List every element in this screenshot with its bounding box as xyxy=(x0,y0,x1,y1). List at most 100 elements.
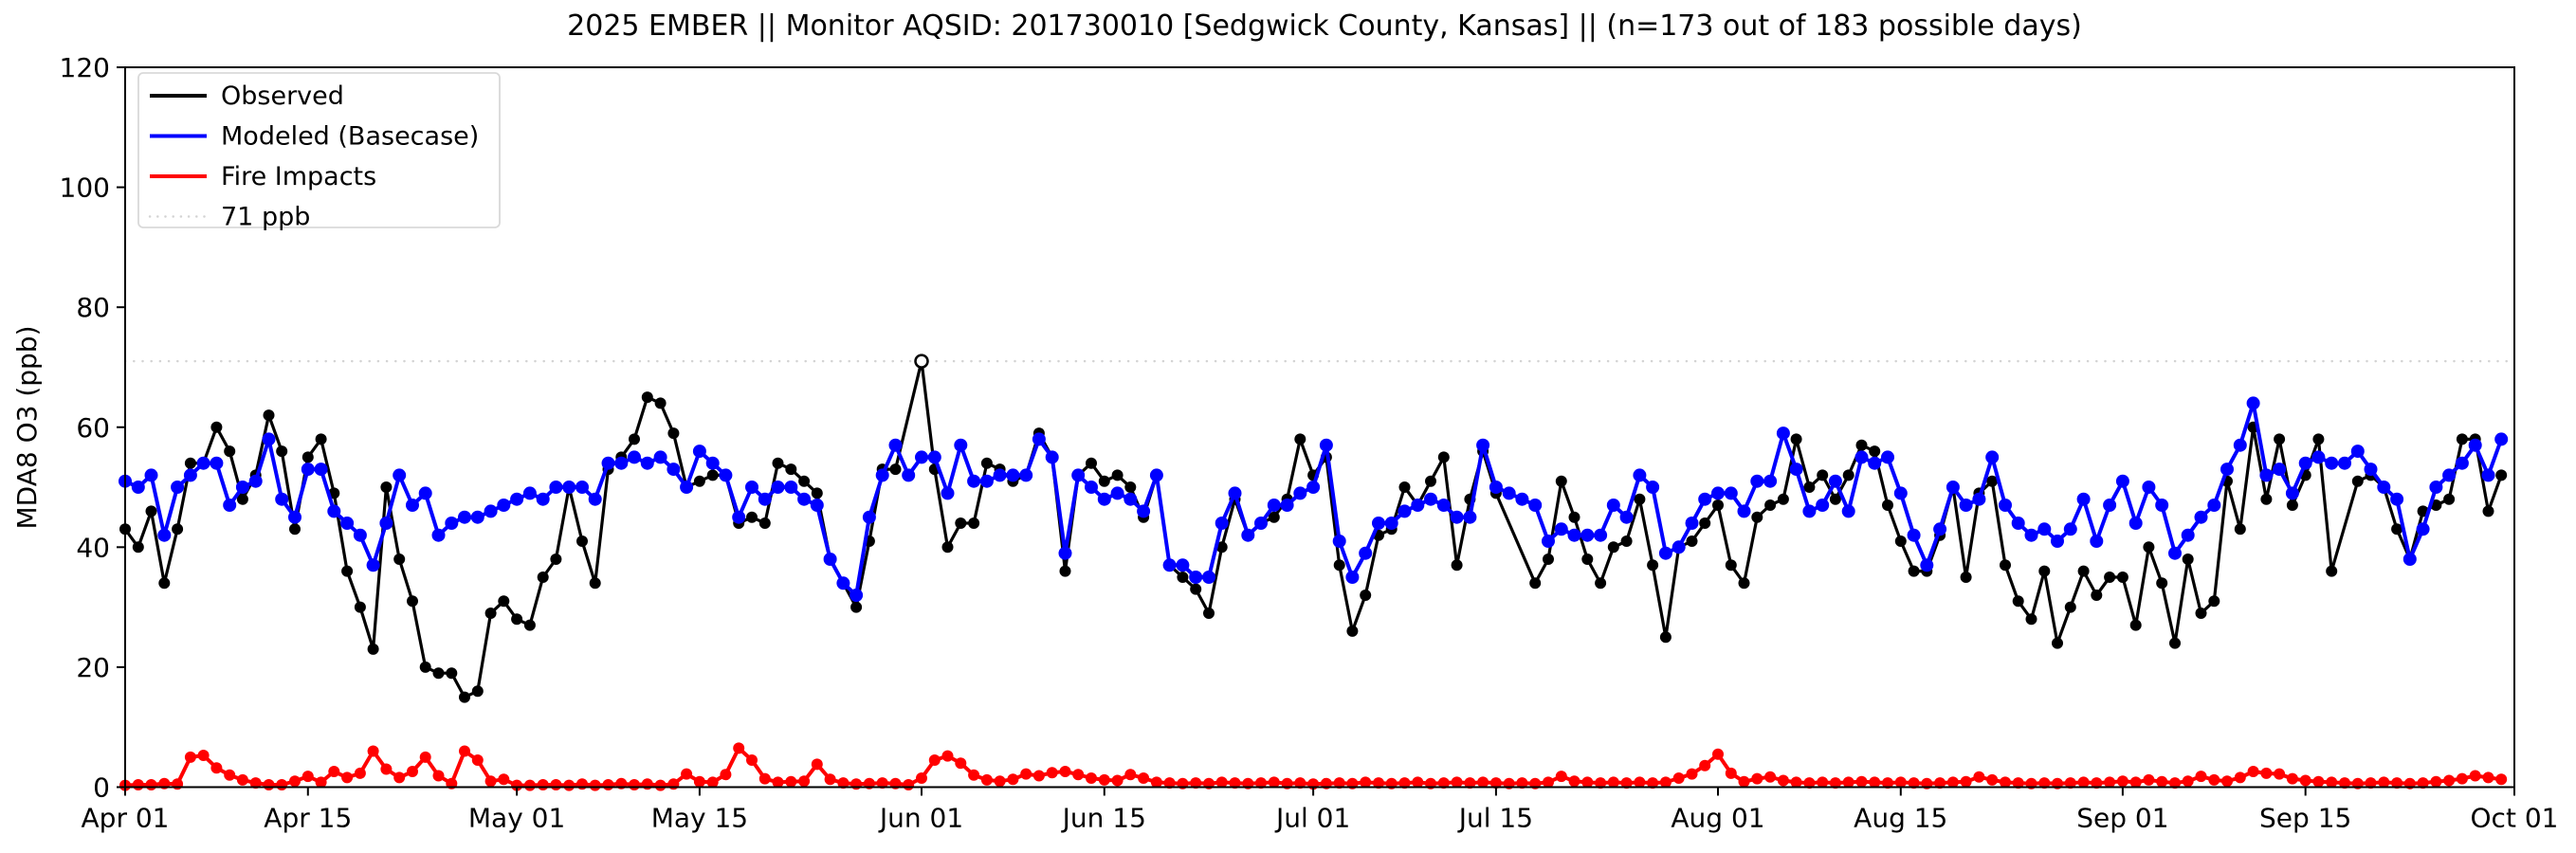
modeled-basecase-marker xyxy=(275,492,289,506)
modeled-basecase-marker xyxy=(993,468,1007,482)
fire-impacts-marker xyxy=(1829,777,1841,789)
fire-impacts-marker xyxy=(315,776,327,789)
x-tick-label: Aug 01 xyxy=(1671,803,1764,834)
observed-marker xyxy=(1203,608,1215,619)
modeled-basecase-marker xyxy=(2128,517,2143,530)
modeled-basecase-marker xyxy=(1293,486,1307,500)
modeled-basecase-marker xyxy=(1724,486,1738,500)
fire-impacts-marker xyxy=(2234,771,2246,784)
y-tick-label: 60 xyxy=(76,412,110,444)
modeled-basecase-marker xyxy=(1816,499,1830,512)
observed-marker xyxy=(850,601,863,613)
fire-impacts-marker xyxy=(1934,777,1946,789)
observed-marker xyxy=(629,433,640,445)
observed-marker xyxy=(2260,493,2273,505)
fire-impacts-marker xyxy=(720,769,732,781)
observed-marker xyxy=(1620,535,1633,547)
fire-impacts-marker xyxy=(1634,776,1646,789)
modeled-basecase-marker xyxy=(2246,396,2260,410)
modeled-basecase-marker xyxy=(470,510,484,524)
y-tick-label: 120 xyxy=(60,52,110,83)
fire-impacts-marker xyxy=(2182,775,2194,788)
modeled-basecase-marker xyxy=(732,510,746,524)
modeled-basecase-marker xyxy=(144,468,158,482)
modeled-basecase-marker xyxy=(248,474,263,488)
modeled-basecase-marker xyxy=(2076,492,2091,506)
modeled-basecase-marker xyxy=(2011,517,2025,530)
fire-impacts-marker xyxy=(550,779,562,790)
observed-marker xyxy=(1751,511,1763,523)
fire-impacts-marker xyxy=(1686,768,1698,780)
fire-impacts-marker xyxy=(1946,776,1959,789)
fire-impacts-marker xyxy=(1894,776,1907,789)
fire-impacts-marker xyxy=(1764,771,1777,783)
fire-impacts-marker xyxy=(1451,776,1463,789)
fire-impacts-marker xyxy=(1817,776,1829,789)
fire-impacts-marker xyxy=(1138,772,1150,784)
observed-marker xyxy=(511,613,523,626)
modeled-basecase-marker xyxy=(497,499,511,512)
observed-marker xyxy=(1425,475,1436,487)
modeled-basecase-marker xyxy=(2442,468,2457,482)
modeled-basecase-marker xyxy=(1658,546,1672,560)
modeled-basecase-marker xyxy=(2429,481,2443,494)
modeled-basecase-marker xyxy=(1737,504,1751,518)
modeled-basecase-marker xyxy=(340,517,355,530)
observed-marker xyxy=(1190,583,1202,595)
fire-impacts-marker xyxy=(746,754,758,766)
x-tick-label: May 15 xyxy=(651,803,748,834)
observed-marker xyxy=(1738,577,1750,590)
modeled-basecase-marker xyxy=(1332,535,1346,548)
observed-marker xyxy=(1294,433,1306,445)
observed-marker xyxy=(301,451,314,463)
modeled-basecase-marker xyxy=(2168,546,2182,560)
observed-marker xyxy=(471,685,484,698)
modeled-basecase-marker xyxy=(628,450,641,464)
observed-marker xyxy=(2169,637,2181,649)
observed-marker xyxy=(289,523,301,535)
observed-marker xyxy=(641,391,653,404)
fire-impacts-marker xyxy=(1464,777,1476,789)
modeled-basecase-marker xyxy=(1920,558,1934,572)
observed-marker xyxy=(2104,572,2116,583)
fire-impacts-marker xyxy=(1412,776,1424,789)
fire-impacts-series xyxy=(119,742,2508,791)
modeled-basecase-marker xyxy=(2298,456,2312,470)
observed-marker xyxy=(1790,433,1802,445)
modeled-basecase-marker xyxy=(1176,558,1190,572)
fire-impacts-marker xyxy=(1960,775,1972,788)
fire-impacts-marker xyxy=(2012,777,2024,789)
modeled-basecase-marker xyxy=(1124,492,1138,506)
modeled-basecase-marker xyxy=(2285,486,2299,500)
modeled-basecase-marker xyxy=(1567,528,1581,542)
observed-marker xyxy=(811,487,823,499)
modeled-basecase-marker xyxy=(549,481,563,494)
observed-marker xyxy=(537,572,549,583)
x-tick-label: Jul 01 xyxy=(1274,803,1350,834)
y-axis-label: MDA8 O3 (ppb) xyxy=(11,325,43,529)
modeled-basecase-marker xyxy=(1162,558,1177,572)
observed-marker xyxy=(1908,565,1920,577)
observed-marker xyxy=(955,517,967,529)
modeled-basecase-marker xyxy=(862,510,876,524)
observed-marker xyxy=(785,463,797,476)
observed-marker xyxy=(276,445,288,458)
fire-impacts-marker xyxy=(693,775,705,788)
modeled-basecase-marker xyxy=(1058,546,1072,560)
fire-impacts-marker xyxy=(785,775,797,788)
fire-impacts-marker xyxy=(2456,772,2468,785)
modeled-basecase-marker xyxy=(1241,528,1255,542)
fire-impacts-marker xyxy=(2208,773,2220,786)
legend-label-3: 71 ppb xyxy=(221,203,310,232)
modeled-basecase-marker xyxy=(1646,481,1660,494)
fire-impacts-marker xyxy=(811,758,823,771)
fire-impacts-marker xyxy=(837,777,850,789)
modeled-basecase-marker xyxy=(2207,499,2221,512)
modeled-basecase-marker xyxy=(183,468,197,482)
observed-marker xyxy=(2351,475,2364,487)
modeled-basecase-marker xyxy=(196,456,210,470)
fire-impacts-marker xyxy=(132,779,144,790)
fire-impacts-marker xyxy=(968,769,980,781)
fire-impacts-marker xyxy=(1255,777,1267,789)
